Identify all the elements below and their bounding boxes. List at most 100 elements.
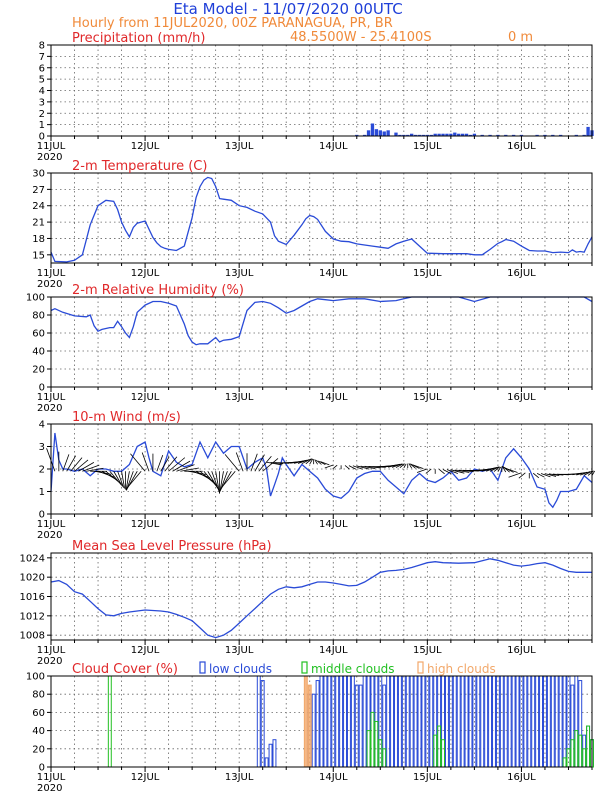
cloud-bar	[456, 675, 461, 768]
cloud-bar	[492, 675, 496, 768]
x-day-label: 15JUL	[413, 141, 442, 152]
y-tick-label: 0	[39, 132, 45, 143]
x-day-label: 14JUL	[319, 268, 348, 279]
panel-title: 10-m Wind (m/s)	[72, 410, 181, 425]
wind-arrow	[301, 458, 312, 465]
cloud-bar	[429, 675, 434, 768]
wind-arrow	[220, 470, 236, 489]
wind-arrow	[360, 465, 376, 470]
wind-arrow	[113, 471, 123, 487]
precip-bar	[511, 134, 516, 136]
cloud-bar	[480, 675, 485, 768]
x-day-label: 12JUL	[131, 519, 160, 530]
legend-label: low clouds	[209, 662, 272, 676]
y-tick-label: 1	[39, 487, 45, 498]
wind-arrow	[416, 468, 428, 473]
cloud-bar	[515, 675, 520, 768]
wind-arrow	[352, 465, 363, 470]
series-line	[50, 296, 593, 346]
wind-arrow	[86, 467, 104, 472]
wind-arrow	[160, 456, 170, 472]
y-tick-label: 60	[32, 708, 45, 719]
y-tick-label: 27	[32, 185, 45, 196]
x-year-label: 2020	[37, 656, 62, 667]
wind-arrow	[364, 465, 381, 469]
precip-bar	[417, 134, 422, 136]
wind-arrow	[332, 464, 338, 470]
wind-arrow	[318, 460, 326, 466]
cloud-bar	[570, 739, 575, 768]
wind-arrow	[425, 468, 432, 474]
cloud-bar	[562, 757, 567, 768]
precip-bar	[457, 133, 461, 136]
precip-bar	[460, 133, 465, 136]
wind-arrow	[168, 457, 186, 472]
precip-bar	[449, 133, 453, 136]
cloud-bar	[366, 730, 371, 768]
cloud-bar	[264, 757, 269, 768]
wind-arrow	[544, 473, 557, 477]
x-day-label: 16JUL	[507, 645, 536, 656]
y-tick-label: 6	[39, 63, 45, 74]
y-tick-label: 1020	[20, 573, 45, 584]
wind-arrow	[82, 464, 100, 472]
precip-bar	[445, 133, 449, 136]
wind-arrow	[391, 463, 403, 468]
y-tick-label: 5	[39, 75, 45, 86]
x-year-label: 2020	[37, 152, 62, 163]
y-tick-label: 21	[32, 218, 45, 229]
x-day-label: 12JUL	[131, 392, 160, 403]
cloud-bar	[499, 675, 504, 768]
cloud-bar	[511, 675, 516, 768]
wind-arrow	[215, 471, 221, 494]
cloud-bar	[413, 675, 418, 768]
y-tick-label: 1008	[20, 631, 45, 642]
wind-arrow	[314, 459, 318, 465]
chart-subtitle: Hourly from 11JUL2020, 00Z PARANAGUA, PR…	[72, 16, 393, 31]
x-day-label: 12JUL	[131, 645, 160, 656]
cloud-bar	[323, 675, 328, 768]
precip-bar	[386, 130, 390, 136]
precip-bar	[582, 134, 586, 136]
x-day-label: 13JUL	[225, 645, 254, 656]
panel-title: 2-m Temperature (C)	[72, 159, 207, 174]
y-tick-label: 4	[39, 86, 45, 97]
x-day-label: 16JUL	[507, 519, 536, 530]
y-tick-label: 15	[32, 250, 45, 261]
cloud-bar	[578, 734, 583, 768]
cloud-bar	[421, 675, 426, 768]
y-tick-label: 4	[39, 420, 45, 431]
cloud-bar	[488, 675, 493, 768]
wind-arrow	[130, 453, 146, 472]
cloud-bar	[409, 675, 414, 768]
cloud-bar	[452, 675, 457, 768]
wind-arrow	[121, 471, 126, 489]
wind-arrow	[587, 470, 594, 476]
wind-arrow	[410, 463, 420, 469]
precip-bar	[488, 134, 492, 136]
precip-bar	[586, 126, 590, 136]
cloud-bar	[562, 675, 567, 768]
wind-arrow	[254, 454, 265, 472]
wind-arrow	[207, 471, 219, 489]
x-day-label: 15JUL	[413, 519, 442, 530]
precip-bar	[453, 132, 457, 136]
precip-bar	[480, 134, 484, 136]
y-tick-label: 24	[32, 201, 45, 212]
chart-title: Eta Model - 11/07/2020 00UTC	[173, 0, 402, 18]
wind-arrow	[548, 473, 560, 477]
cloud-bar	[374, 721, 379, 768]
y-tick-label: 80	[32, 311, 45, 322]
cloud-bar	[390, 675, 395, 768]
cloud-bar	[468, 675, 473, 768]
wind-arrow	[126, 470, 142, 489]
wind-arrow	[395, 463, 404, 468]
y-tick-label: 40	[32, 726, 45, 737]
wind-arrow	[297, 459, 310, 464]
panel-title: Cloud Cover (%)	[72, 662, 178, 677]
panel-4: 0 1 2 3 4 11JUL 12JUL 13JUL 14JUL 15JUL 16JUL 2020 1…	[37, 410, 596, 541]
wind-arrow	[293, 459, 308, 464]
wind-arrow	[235, 452, 244, 472]
cloud-bar	[531, 675, 536, 768]
